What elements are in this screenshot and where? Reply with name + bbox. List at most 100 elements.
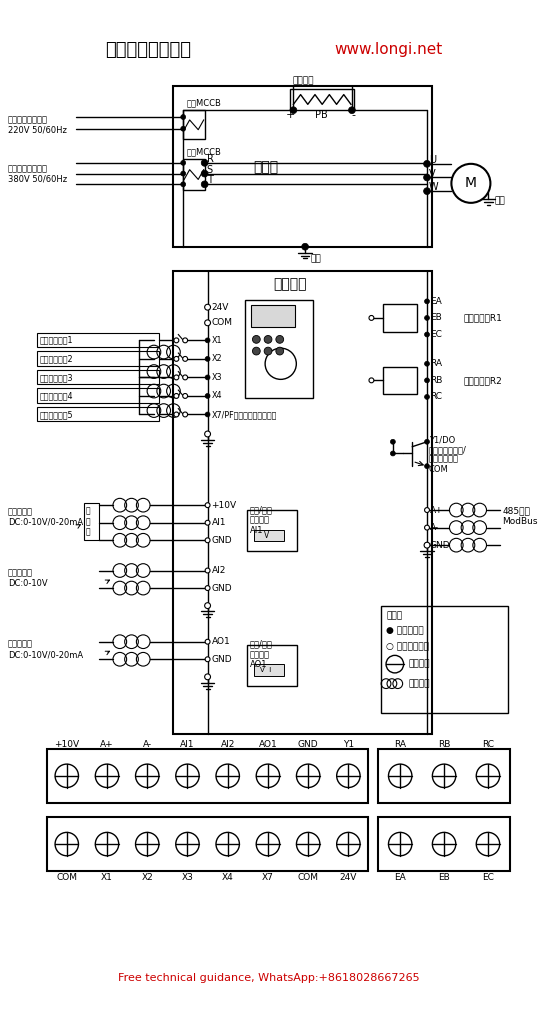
Bar	[37, 407, 159, 421]
Text: AI1: AI1	[211, 518, 226, 527]
Circle shape	[205, 568, 210, 573]
Bar	[254, 529, 284, 542]
Text: 双绞电缆: 双绞电缆	[408, 679, 430, 688]
Circle shape	[174, 412, 179, 417]
Text: 空开MCCB: 空开MCCB	[186, 98, 221, 106]
Bar	[378, 749, 510, 803]
Circle shape	[183, 375, 188, 380]
Text: AI2: AI2	[211, 566, 226, 575]
Text: A-: A-	[430, 523, 439, 532]
Bar	[381, 605, 508, 713]
Circle shape	[183, 356, 188, 361]
Circle shape	[425, 361, 430, 367]
Text: 24V: 24V	[340, 873, 357, 883]
Circle shape	[201, 181, 208, 187]
Text: X2: X2	[141, 873, 153, 883]
Circle shape	[425, 332, 430, 337]
Text: ● 主回路端子: ● 主回路端子	[386, 627, 424, 636]
Circle shape	[174, 338, 179, 343]
Bar	[37, 351, 159, 366]
Text: EB: EB	[438, 873, 450, 883]
Bar	[84, 503, 99, 541]
Bar	[290, 89, 354, 111]
Circle shape	[425, 543, 430, 548]
Circle shape	[205, 375, 210, 380]
Circle shape	[252, 336, 260, 343]
Text: COM: COM	[429, 465, 449, 473]
Text: 继电器输出R1: 继电器输出R1	[463, 313, 502, 323]
Circle shape	[174, 375, 179, 380]
Circle shape	[205, 319, 211, 326]
Text: 接地: 接地	[311, 254, 322, 263]
Circle shape	[424, 161, 430, 167]
Circle shape	[205, 639, 210, 644]
Bar	[254, 665, 284, 676]
Circle shape	[174, 393, 179, 398]
Bar	[46, 749, 369, 803]
Text: -: -	[352, 110, 356, 120]
Text: U: U	[429, 155, 436, 165]
Circle shape	[264, 336, 272, 343]
Circle shape	[205, 356, 210, 361]
Text: 接线方式及端子图: 接线方式及端子图	[105, 41, 191, 58]
Circle shape	[276, 347, 284, 355]
Text: 继电器输出R2: 继电器输出R2	[463, 376, 502, 385]
Bar	[46, 817, 369, 870]
Circle shape	[205, 393, 210, 398]
Bar	[383, 304, 417, 332]
Text: 电
位
器: 电 位 器	[86, 507, 90, 537]
Circle shape	[424, 187, 430, 195]
Text: 主回路: 主回路	[253, 160, 278, 174]
Text: GND: GND	[298, 739, 318, 749]
Text: AO1: AO1	[211, 637, 230, 646]
Bar	[245, 300, 313, 398]
Text: GND: GND	[430, 541, 450, 550]
Text: 数字输入端子2: 数字输入端子2	[40, 354, 74, 364]
Text: RA: RA	[394, 739, 406, 749]
Text: X1: X1	[211, 336, 222, 345]
Text: AI1: AI1	[180, 739, 195, 749]
Text: 数字输入端子1: 数字输入端子1	[40, 336, 73, 345]
Text: A+: A+	[100, 739, 114, 749]
Text: 三相交流电源输入
380V 50/60Hz: 三相交流电源输入 380V 50/60Hz	[8, 164, 67, 183]
Bar	[37, 388, 159, 402]
Bar	[247, 645, 298, 686]
Text: RC: RC	[430, 392, 442, 401]
Text: GND: GND	[211, 536, 232, 545]
Circle shape	[390, 439, 395, 444]
Text: 电压/电流
转换开关
AO1: 电压/电流 转换开关 AO1	[250, 639, 272, 670]
Circle shape	[425, 299, 430, 304]
Text: T: T	[206, 175, 212, 185]
Circle shape	[181, 126, 186, 131]
Circle shape	[205, 674, 211, 680]
Text: EA: EA	[394, 873, 406, 883]
Text: EA: EA	[430, 297, 442, 306]
Text: 集电极开路输出/: 集电极开路输出/	[429, 445, 467, 454]
Text: RB: RB	[430, 376, 442, 385]
Text: V: V	[429, 169, 436, 178]
Text: 屏蔽电缆: 屏蔽电缆	[408, 659, 430, 669]
Text: 单相交流电源输入
220V 50/60Hz: 单相交流电源输入 220V 50/60Hz	[8, 115, 67, 134]
Text: M: M	[465, 176, 477, 190]
Circle shape	[174, 356, 179, 361]
Circle shape	[183, 412, 188, 417]
Text: RC: RC	[482, 739, 494, 749]
Circle shape	[205, 304, 211, 310]
Circle shape	[425, 378, 430, 383]
Text: 制动电阻: 制动电阻	[293, 77, 314, 85]
Text: W: W	[429, 182, 438, 193]
Text: PB: PB	[315, 110, 328, 120]
Text: 模拟量输入
DC:0-10V: 模拟量输入 DC:0-10V	[8, 568, 48, 588]
Circle shape	[369, 378, 374, 383]
Circle shape	[264, 347, 272, 355]
Bar	[174, 271, 432, 734]
Circle shape	[201, 170, 208, 177]
Text: Free technical guidance, WhatsApp:+8618028667265: Free technical guidance, WhatsApp:+86180…	[118, 973, 420, 983]
Circle shape	[183, 338, 188, 343]
Text: RA: RA	[430, 359, 442, 369]
Circle shape	[205, 538, 210, 543]
Text: V: V	[264, 530, 269, 540]
Circle shape	[205, 603, 211, 608]
Circle shape	[425, 464, 430, 469]
Circle shape	[205, 338, 210, 343]
